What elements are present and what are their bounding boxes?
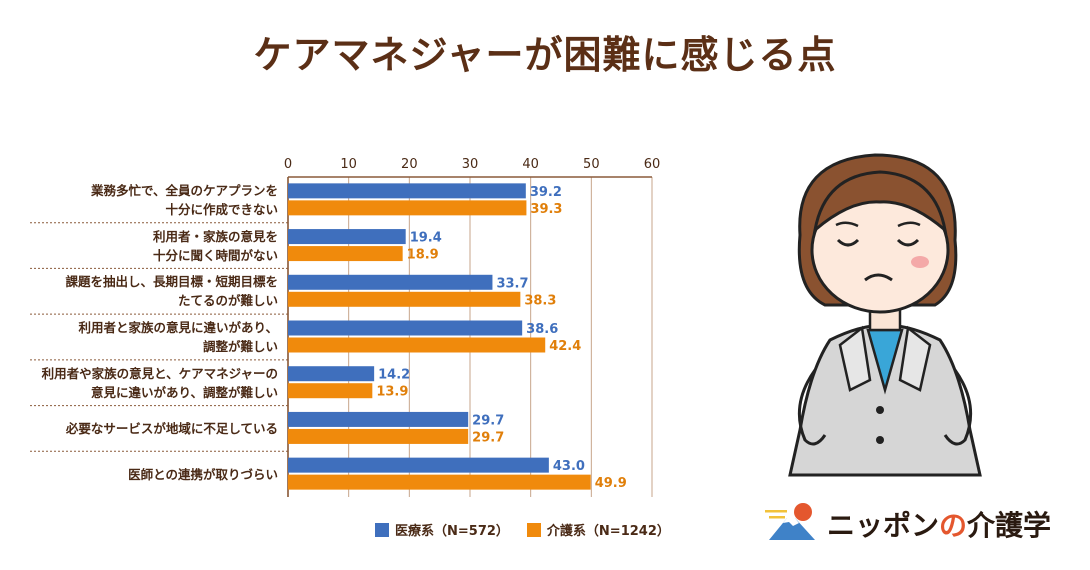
data-label-kaigo: 49.9 [595,476,627,491]
x-tick-label: 50 [583,157,600,172]
data-label-kaigo: 38.3 [524,293,556,308]
legend-swatch-kaigo [526,522,541,537]
nippon-kaigogaku-logo: ニッポンの介護学 [765,498,1065,548]
category-label-line: 意見に違いがあり、調整が難しい [90,384,278,400]
data-label-kaigo: 39.3 [530,202,562,217]
x-tick-label: 10 [340,157,357,172]
data-label-iryo: 14.2 [378,368,410,383]
legend-item-kaigo: 介護系（N=1242） [526,520,670,539]
bar-kaigo [288,383,373,399]
logo-text-a: ニッポン [827,509,940,542]
category-label-line: たてるのが難しい [177,293,278,309]
legend: 医療系（N=572） 介護系（N=1242） [375,520,670,539]
category-label-line: 十分に作成できない [165,201,278,217]
data-label-iryo: 29.7 [472,413,504,428]
bar-iryo [288,366,375,382]
data-label-iryo: 39.2 [530,185,562,200]
bar-kaigo [288,474,591,490]
data-label-kaigo: 42.4 [549,339,581,354]
category-label-line: 利用者・家族の意見を [152,228,278,244]
bar-iryo [288,183,526,199]
logo-text-c: 介護学 [967,509,1052,542]
data-label-iryo: 19.4 [410,231,442,246]
data-label-kaigo: 18.9 [407,248,439,263]
category-label-line: 調整が難しい [202,339,278,354]
category-label-line: 十分に聞く時間がない [152,247,278,263]
category-label: 利用者・家族の意見を 十分に聞く時間がない [0,227,278,265]
bar-iryo [288,229,406,245]
bar-kaigo [288,428,469,444]
data-label-iryo: 33.7 [496,276,528,291]
data-label-kaigo: 13.9 [376,385,408,400]
x-tick-label: 60 [644,157,661,172]
x-tick-label: 40 [522,157,539,172]
data-label-iryo: 43.0 [553,459,585,474]
category-label-line: 利用者や家族の意見と、ケアマネジャーの [41,365,278,381]
bar-iryo [288,274,493,290]
category-label-line: 業務多忙で、全員のケアプランを [90,182,278,198]
category-label: 課題を抽出し、長期目標・短期目標をたてるのが難しい [0,272,278,310]
category-label: 必要なサービスが地域に不足している [0,419,278,438]
data-label-kaigo: 29.7 [472,430,504,445]
bar-iryo [288,411,469,427]
category-label: 業務多忙で、全員のケアプランを十分に作成できない [0,181,278,219]
bar-kaigo [288,291,521,307]
mount-fuji-icon [765,503,815,540]
category-label-line: 課題を抽出し、長期目標・短期目標を [65,274,278,290]
bar-iryo [288,457,549,473]
legend-label-kaigo: 介護系（N=1242） [546,524,670,539]
category-label: 利用者や家族の意見と、ケアマネジャーの意見に違いがあり、調整が難しい [0,364,278,402]
x-tick-label: 20 [401,157,418,172]
bar-kaigo [288,246,403,262]
legend-swatch-iryo [375,522,389,537]
legend-label-iryo: 医療系（N=572） [395,524,509,539]
data-label-iryo: 38.6 [526,322,558,337]
x-tick-label: 30 [462,157,479,172]
worried-woman-illustration [788,153,982,477]
bar-iryo [288,320,523,336]
logo-text-b: の [939,509,968,542]
category-label: 医師との連携が取りづらい [0,465,278,484]
bar-kaigo [288,337,546,353]
chart-title: ケアマネジャーが困難に感じる点 [253,33,837,77]
bar-kaigo [288,200,527,216]
category-label-line: 利用者と家族の意見に違いがあり、 [78,320,278,335]
category-label-line: 医師との連携が取りづらい [128,466,278,482]
legend-item-iryo: 医療系（N=572） [375,520,509,539]
category-label: 利用者と家族の意見に違いがあり、調整が難しい [0,318,278,356]
logo-text: ニッポンの介護学 [827,504,1051,544]
category-label-line: 必要なサービスが地域に不足している [65,420,278,436]
x-tick-label: 0 [284,157,292,172]
